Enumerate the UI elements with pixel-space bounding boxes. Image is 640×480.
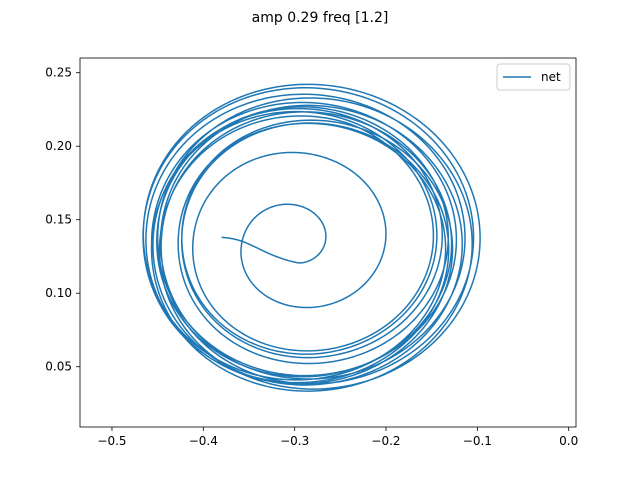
series-line-net <box>142 83 481 392</box>
legend-box <box>496 63 571 91</box>
plot-frame <box>79 57 577 428</box>
legend: net <box>496 63 571 91</box>
y-tick-label: 0.25 <box>45 66 72 80</box>
x-tick-label: 0.0 <box>559 434 578 448</box>
x-tick-label: −0.3 <box>280 434 309 448</box>
x-tick-label: −0.1 <box>463 434 492 448</box>
y-tick-label: 0.10 <box>45 286 72 300</box>
x-tick-label: −0.4 <box>189 434 218 448</box>
y-tick-label: 0.05 <box>45 360 72 374</box>
chart-title: amp 0.29 freq [1.2] <box>252 10 389 26</box>
y-axis: 0.05 0.10 0.15 0.20 0.25 <box>45 66 80 374</box>
x-tick-label: −0.5 <box>97 434 126 448</box>
plot-area <box>142 83 481 392</box>
x-tick-label: −0.2 <box>371 434 400 448</box>
x-axis: −0.5 −0.4 −0.3 −0.2 −0.1 0.0 <box>97 427 578 448</box>
legend-label-net: net <box>541 70 561 84</box>
y-tick-label: 0.15 <box>45 213 72 227</box>
y-tick-label: 0.20 <box>45 139 72 153</box>
